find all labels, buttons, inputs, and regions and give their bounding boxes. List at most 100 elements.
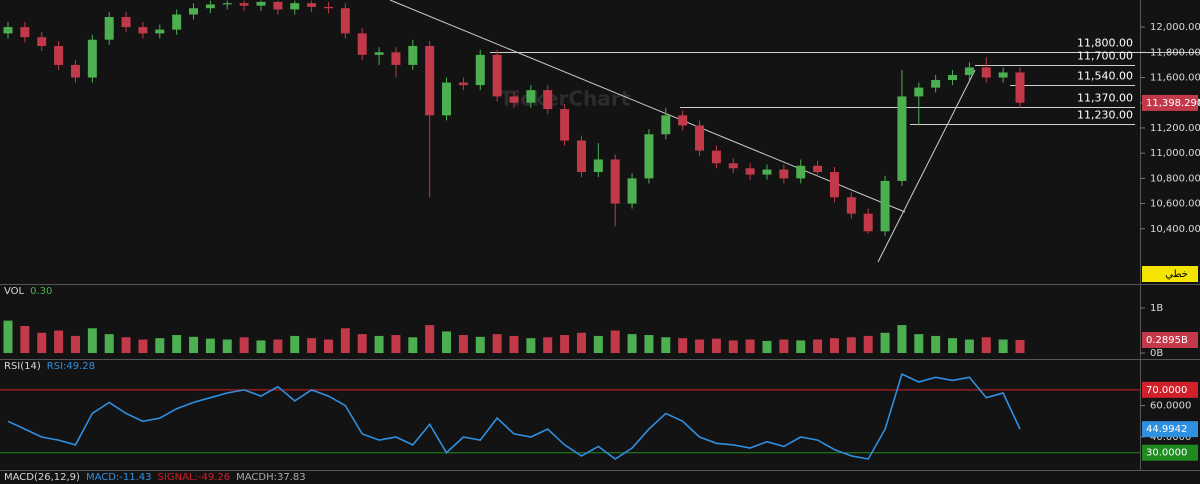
volume-bar: [981, 337, 991, 354]
volume-bar: [475, 336, 485, 354]
volume-bar: [256, 340, 266, 354]
volume-bar: [205, 338, 215, 354]
candle-body: [273, 1, 283, 10]
volume-bar: [273, 339, 283, 354]
volume-bar: [172, 335, 182, 354]
candle-body: [813, 165, 823, 173]
candle-body: [189, 8, 199, 15]
candle-body: [964, 67, 974, 76]
style-label: خطي: [1165, 269, 1188, 280]
last-rsi-label: 44.9942: [1146, 424, 1187, 435]
volume-bar: [239, 337, 249, 354]
volume-bar: [374, 335, 384, 354]
candle-body: [104, 17, 114, 40]
candle-body: [475, 54, 485, 86]
candle-body: [526, 90, 536, 103]
volume-bar: [357, 334, 367, 354]
y-tick-label: 11,600.0000: [1150, 73, 1200, 84]
y-tick-label: 0B: [1150, 348, 1163, 359]
volume-bar: [70, 335, 80, 354]
volume-bar: [391, 335, 401, 354]
volume-bar: [576, 332, 586, 354]
candle-body: [560, 109, 570, 141]
last-price-box: [1142, 94, 1198, 111]
volume-bar: [829, 338, 839, 354]
candle-body: [3, 27, 13, 34]
legend-text: SIGNAL:-49.26: [158, 472, 231, 483]
volume-bar: [290, 335, 300, 354]
candle-body: [205, 4, 215, 9]
volume-bar: [307, 338, 317, 354]
level-label: 11,370.00: [1077, 92, 1133, 105]
last-volume-label: 0.2895B: [1146, 335, 1188, 346]
candle-body: [357, 33, 367, 55]
legend-text: VOL: [4, 286, 25, 297]
legend-text: RSI:49.28: [47, 361, 95, 372]
level-label: 11,540.00: [1077, 70, 1133, 83]
volume-bar: [54, 330, 64, 354]
trend-line: [389, 0, 906, 213]
candle-body: [425, 46, 435, 116]
y-tick-label: 10,800.0000: [1150, 173, 1200, 184]
volume-bar: [37, 332, 47, 354]
candle-body: [576, 140, 586, 173]
candle-body: [745, 168, 755, 175]
level-label: 11,230.00: [1077, 109, 1133, 122]
rsi-band-box: [1142, 381, 1198, 398]
candle-body: [442, 82, 452, 116]
candle-body: [728, 163, 738, 169]
volume-bar: [610, 330, 620, 354]
candle-body: [610, 159, 620, 204]
legend-text: 0.30: [30, 286, 52, 297]
candle-body: [492, 54, 502, 97]
candle-body: [863, 213, 873, 232]
volume-bar: [189, 336, 199, 354]
y-tick-label: 10,400.0000: [1150, 224, 1200, 235]
candle-body: [54, 46, 64, 65]
last-volume-box: [1142, 331, 1198, 348]
volume-bar: [846, 337, 856, 354]
volume-bar: [695, 339, 705, 354]
volume-bar: [880, 332, 890, 354]
candle-body: [981, 67, 991, 78]
candle-body: [138, 27, 148, 34]
rsi-band-box: [1142, 444, 1198, 461]
volume-bar: [121, 337, 131, 354]
volume-bar: [87, 328, 97, 354]
volume-bar: [425, 325, 435, 354]
volume-bar: [863, 335, 873, 354]
legend-text: MACD(26,12,9): [4, 472, 80, 483]
volume-bar: [948, 338, 958, 354]
candle-body: [695, 125, 705, 151]
y-tick-label: 1B: [1150, 303, 1163, 314]
volume-bar: [323, 339, 333, 354]
candle-body: [1015, 72, 1025, 103]
candle-body: [340, 8, 350, 34]
legend-text: MACD:-11.43: [86, 472, 152, 483]
candle-body: [172, 14, 182, 30]
last-rsi-box: [1142, 421, 1198, 438]
volume-bar: [644, 335, 654, 354]
volume-bar: [458, 335, 468, 354]
y-tick-label: 11,000.0000: [1150, 148, 1200, 159]
volume-bar: [1015, 339, 1025, 354]
volume-bar: [222, 339, 232, 354]
volume-bar: [526, 338, 536, 354]
candle-body: [87, 39, 97, 78]
candle-body: [543, 90, 553, 110]
level-label: 11,700.00: [1077, 50, 1133, 63]
y-tick-label: 40.0000: [1150, 432, 1191, 443]
candle-body: [897, 96, 907, 181]
candle-body: [846, 197, 856, 214]
volume-bar: [796, 340, 806, 354]
candle-body: [509, 96, 519, 103]
candle-body: [256, 1, 266, 6]
candle-body: [829, 172, 839, 198]
volume-bar: [509, 335, 519, 354]
volume-bar: [543, 337, 553, 354]
candle-body: [155, 29, 165, 34]
candle-body: [796, 165, 806, 179]
y-tick-label: 60.0000: [1150, 401, 1191, 412]
level-label: 11,800.00: [1077, 37, 1133, 50]
